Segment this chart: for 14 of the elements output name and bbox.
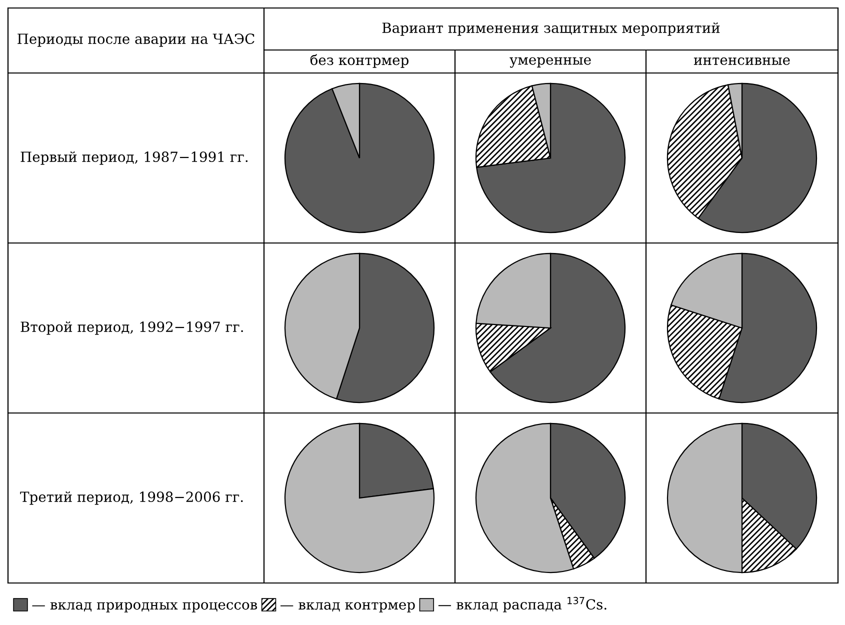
legend-label: — вклад контрмер — [280, 602, 415, 612]
text: без контрмер — [310, 54, 408, 68]
pie-slice — [284, 422, 435, 574]
pie-slice — [284, 82, 435, 234]
text: интенсивные — [694, 57, 790, 66]
pie-slice — [476, 82, 626, 234]
text: умеренные — [510, 57, 591, 68]
text: Первый период, 1987−1991 гг. — [20, 151, 248, 165]
text: Периоды после аварии на ЧАЭС — [18, 34, 254, 47]
legend-label: — вклад распада $^{137}$Cs. — [438, 596, 606, 612]
text: Вариант применения защитных мероприятий — [382, 22, 720, 36]
text: Второй период, 1992−1997 гг. — [20, 321, 243, 335]
legend-label: — вклад природных процессов — [32, 602, 258, 612]
text: Третий период, 1998−2006 гг. — [20, 491, 243, 505]
